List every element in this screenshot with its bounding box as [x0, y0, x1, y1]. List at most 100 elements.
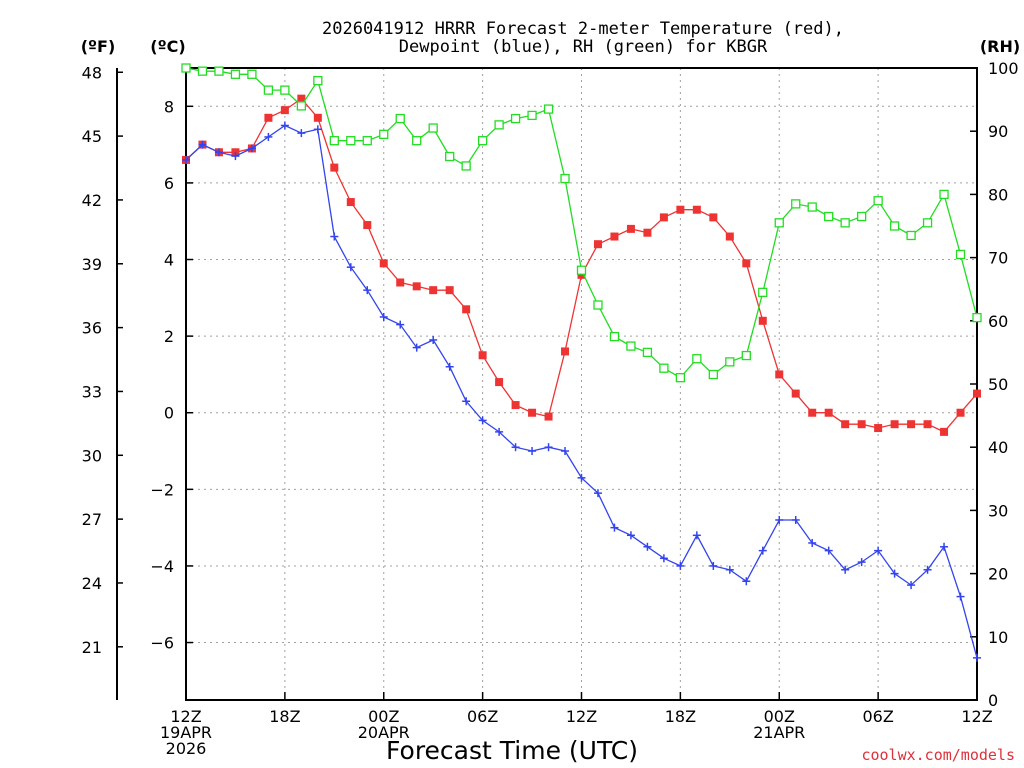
data-point — [346, 136, 356, 146]
data-point — [330, 232, 339, 241]
fahrenheit-tick-label: 33 — [82, 382, 102, 401]
x-tick-label: 00Z — [764, 707, 795, 726]
data-point — [923, 565, 932, 574]
x-tick-label: 20APR — [358, 723, 410, 742]
data-point — [692, 354, 702, 364]
rh-unit: (RH) — [980, 37, 1020, 56]
data-point — [741, 350, 751, 361]
x-tick-label: 19APR — [160, 723, 212, 742]
x-tick-label: 12Z — [566, 707, 597, 726]
x-axis-label: Forecast Time (UTC) — [386, 736, 638, 765]
data-series — [181, 63, 982, 662]
gridlines — [186, 68, 977, 700]
data-point — [922, 218, 933, 228]
data-point — [561, 347, 570, 356]
data-point — [708, 369, 718, 380]
credit-link[interactable]: coolwx.com/models — [861, 746, 1015, 764]
data-point — [758, 316, 767, 325]
x-tick-label: 12Z — [170, 707, 201, 726]
data-point — [890, 420, 899, 429]
data-point — [758, 546, 767, 555]
data-point — [346, 263, 355, 272]
data-point — [626, 224, 635, 233]
data-point — [824, 211, 834, 222]
data-point — [181, 63, 191, 73]
celsius-tick-label: 4 — [164, 251, 174, 270]
data-point — [396, 320, 405, 329]
data-point — [758, 287, 768, 298]
data-point — [230, 69, 241, 79]
data-point — [577, 473, 586, 482]
data-point — [527, 110, 537, 121]
data-point — [874, 546, 883, 555]
data-point — [379, 259, 388, 268]
data-point — [659, 554, 668, 563]
rh-tick-label: 90 — [988, 122, 1008, 141]
data-point — [593, 489, 602, 498]
data-point — [544, 412, 553, 421]
data-point — [824, 408, 833, 417]
data-point — [725, 357, 735, 367]
data-point — [561, 447, 570, 456]
axis-units: (ºF) (ºC) (RH) — [81, 37, 1020, 56]
data-point — [610, 523, 619, 532]
celsius-tick-label: 2 — [164, 327, 174, 346]
data-point — [247, 144, 256, 153]
data-point — [956, 408, 965, 417]
data-point — [247, 69, 257, 79]
rh-tick-label: 70 — [988, 249, 1008, 268]
data-point — [857, 558, 866, 567]
data-point — [379, 312, 388, 321]
data-point — [461, 161, 471, 171]
data-point — [329, 136, 339, 146]
data-point — [955, 249, 966, 260]
data-point — [231, 152, 240, 161]
data-point — [478, 416, 487, 425]
data-point — [462, 397, 471, 406]
data-point — [709, 213, 718, 222]
data-point — [543, 104, 554, 114]
data-point — [725, 232, 734, 241]
data-point — [973, 389, 981, 398]
data-point — [593, 300, 603, 310]
series-rh — [181, 63, 982, 383]
x-tick-label: 06Z — [467, 707, 498, 726]
data-point — [297, 94, 306, 103]
data-point — [659, 363, 669, 373]
x-tick-label: 2026 — [166, 739, 207, 758]
data-point — [214, 66, 224, 76]
data-point — [610, 232, 619, 241]
data-point — [742, 577, 751, 586]
data-point — [297, 129, 306, 138]
title-line: 2026041912 HRRR Forecast 2-meter Tempera… — [322, 19, 844, 39]
data-point — [889, 221, 900, 231]
fahrenheit-tick-label: 24 — [82, 574, 102, 593]
celsius-tick-label: 8 — [164, 97, 174, 116]
data-point — [511, 401, 520, 410]
data-point — [412, 282, 421, 291]
data-point — [429, 286, 438, 295]
data-point — [363, 286, 372, 295]
data-point — [593, 240, 602, 249]
data-point — [511, 443, 520, 452]
data-point — [363, 221, 372, 230]
data-point — [890, 569, 899, 578]
rh-tick-label: 60 — [988, 312, 1008, 331]
x-tick-label: 18Z — [269, 707, 300, 726]
data-point — [874, 424, 883, 433]
fahrenheit-tick-label: 36 — [82, 319, 102, 338]
fahrenheit-unit: (ºF) — [81, 37, 116, 56]
data-point — [313, 125, 322, 134]
rh-tick-label: 50 — [988, 375, 1008, 394]
data-point — [791, 515, 800, 524]
data-point — [873, 196, 883, 206]
data-point — [214, 148, 223, 157]
data-point — [462, 305, 471, 314]
data-point — [197, 66, 208, 76]
data-point — [626, 341, 636, 351]
title-line: Dewpoint (blue), RH (green) for KBGR — [399, 37, 768, 57]
data-point — [774, 218, 784, 228]
data-point — [609, 331, 620, 342]
data-point — [296, 101, 307, 111]
